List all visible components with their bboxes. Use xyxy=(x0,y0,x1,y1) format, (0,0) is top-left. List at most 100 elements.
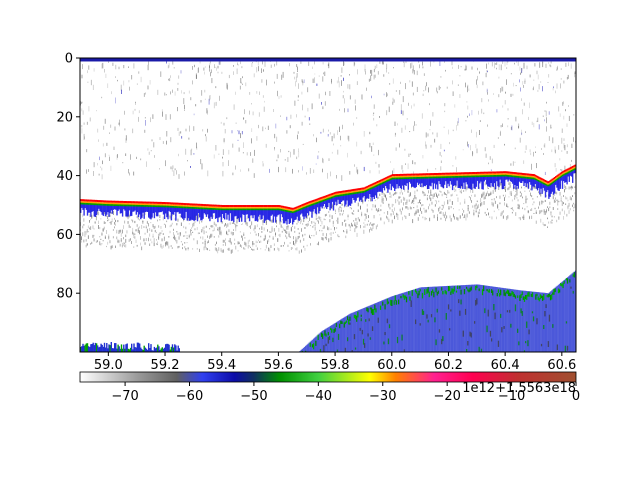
noise-speckle xyxy=(440,166,442,171)
echo-tail xyxy=(153,242,155,247)
echo-tail xyxy=(411,201,412,204)
echo-tail xyxy=(414,190,416,194)
echo-tail xyxy=(348,223,350,226)
echo-red xyxy=(346,190,348,192)
noise-speckle xyxy=(103,125,105,130)
echo-tail xyxy=(482,191,484,196)
noise-speckle xyxy=(550,65,552,68)
noise-speckle xyxy=(495,63,496,65)
noise-speckle xyxy=(570,63,572,69)
echo-green xyxy=(132,204,134,207)
echo-body xyxy=(299,209,302,215)
echo-green xyxy=(518,175,521,178)
echo-body xyxy=(526,178,529,184)
echo-red xyxy=(443,172,446,175)
echo-tail xyxy=(284,229,285,231)
noise-speckle xyxy=(88,106,90,112)
echo-tail xyxy=(281,226,283,228)
noise-speckle xyxy=(353,61,355,67)
x-tick-label: 59.8 xyxy=(321,358,350,373)
echo-tail xyxy=(272,236,274,239)
echo-tail xyxy=(247,217,249,219)
echo-orange xyxy=(370,186,372,188)
noise-speckle xyxy=(162,111,163,117)
echo-tail xyxy=(339,206,341,208)
noise-speckle xyxy=(296,114,297,118)
echo-orange xyxy=(574,166,576,169)
echo-tail xyxy=(351,222,352,227)
echo-tail xyxy=(354,228,356,233)
noise-speckle xyxy=(226,117,228,120)
echo-tail xyxy=(341,222,343,226)
echo-tail xyxy=(148,237,149,242)
echo-tail xyxy=(230,231,232,235)
seabed-green xyxy=(369,307,372,310)
echo-body xyxy=(417,178,420,186)
noise-speckle xyxy=(349,74,350,76)
echo-green xyxy=(281,208,284,211)
echo-tail xyxy=(356,221,358,225)
echo-green xyxy=(450,175,453,178)
seabed-green xyxy=(521,291,523,296)
echo-body xyxy=(542,183,544,188)
echo-red xyxy=(389,175,391,178)
seabed-green xyxy=(470,286,472,291)
y-tick-label: 20 xyxy=(56,110,73,125)
noise-speckle xyxy=(407,163,409,170)
echo-red xyxy=(169,202,171,205)
echo-body xyxy=(464,177,466,190)
echo-tail xyxy=(439,190,441,192)
noise-speckle xyxy=(204,71,205,75)
seabed-green xyxy=(305,350,307,352)
echo-green xyxy=(84,202,86,205)
noise-speckle xyxy=(559,158,561,161)
noise-speckle xyxy=(400,81,401,84)
echo-orange xyxy=(564,172,566,174)
echo-tail xyxy=(184,242,186,244)
seabed-speckle xyxy=(353,334,356,340)
echo-green xyxy=(527,176,530,179)
noise-speckle xyxy=(563,115,565,120)
seabed-green xyxy=(340,320,342,324)
echo-tail xyxy=(548,221,550,224)
echo-orange xyxy=(404,175,406,178)
echo-tail xyxy=(542,190,544,193)
seabed-echo xyxy=(360,309,362,352)
echo-orange xyxy=(145,203,148,206)
noise-speckle xyxy=(233,71,234,75)
echo-tail xyxy=(398,201,400,205)
seabed-green xyxy=(341,321,343,324)
noise-speckle xyxy=(147,85,149,90)
noise-speckle xyxy=(252,111,254,116)
noise-speckle xyxy=(430,144,432,148)
echo-body xyxy=(420,178,422,187)
echo-red xyxy=(278,205,280,207)
noise-speckle xyxy=(102,160,103,165)
noise-speckle xyxy=(298,170,299,173)
echo-body xyxy=(277,210,279,216)
echo-tail xyxy=(241,235,242,238)
echo-orange xyxy=(508,173,510,176)
noise-speckle xyxy=(129,172,130,176)
echo-tail xyxy=(454,216,455,220)
noise-speckle xyxy=(458,64,459,69)
corner-echo xyxy=(85,343,88,352)
echo-red xyxy=(185,203,187,206)
echo-red xyxy=(175,202,177,205)
noise-speckle xyxy=(507,108,509,111)
echo-tail xyxy=(177,232,179,235)
echo-green xyxy=(312,203,314,206)
echo-tail xyxy=(381,191,383,195)
noise-speckle xyxy=(564,145,566,151)
seabed-green xyxy=(419,288,421,292)
echo-body xyxy=(466,177,468,185)
echo-tail xyxy=(382,191,384,195)
seabed-speckle xyxy=(459,310,461,316)
seabed-green xyxy=(511,291,513,295)
echo-red xyxy=(432,173,434,176)
seabed-echo xyxy=(442,286,444,352)
echo-tail xyxy=(539,210,541,215)
noise-speckle xyxy=(321,102,322,105)
seabed-echo xyxy=(424,287,426,352)
seabed-echo xyxy=(505,288,508,352)
